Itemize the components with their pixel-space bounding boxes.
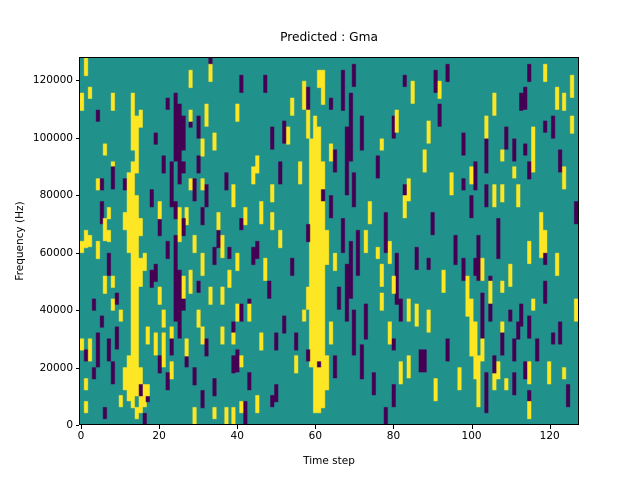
y-tick-mark [75, 195, 79, 196]
x-tick-label: 60 [308, 430, 323, 442]
x-tick-label: 100 [461, 430, 482, 442]
chart-title: Predicted : Gma [280, 30, 378, 44]
heatmap-canvas [80, 58, 578, 424]
y-tick-mark [75, 80, 79, 81]
x-tick-label: 0 [77, 430, 85, 442]
x-tick-label: 20 [152, 430, 166, 442]
y-tick-text: 20000 [39, 361, 73, 374]
x-tick-mark [549, 425, 551, 429]
x-tick-mark [80, 425, 82, 429]
x-axis-label: Time step [303, 455, 355, 467]
x-tick-mark [237, 425, 239, 429]
y-tick-text: 40000 [39, 304, 73, 316]
x-tick-label: 40 [230, 430, 244, 442]
y-tick-text: 0 [66, 419, 73, 431]
x-tick-mark [393, 425, 395, 429]
x-tick-label: 80 [386, 430, 401, 442]
x-tick-label: 120 [539, 430, 560, 442]
y-tick-text: 80000 [39, 189, 73, 201]
y-tick-mark [75, 252, 79, 254]
y-tick-text: 120000 [32, 74, 73, 86]
x-tick-mark [159, 425, 161, 429]
y-tick-mark [75, 367, 79, 369]
y-tick-text: 60000 [39, 246, 73, 259]
y-tick-mark [75, 425, 79, 426]
plot-area [79, 57, 579, 425]
y-tick-mark [75, 137, 79, 139]
x-tick-mark [471, 425, 473, 429]
x-tick-mark [315, 425, 317, 429]
y-tick-mark [75, 310, 79, 311]
y-tick-text: 100000 [32, 131, 73, 144]
